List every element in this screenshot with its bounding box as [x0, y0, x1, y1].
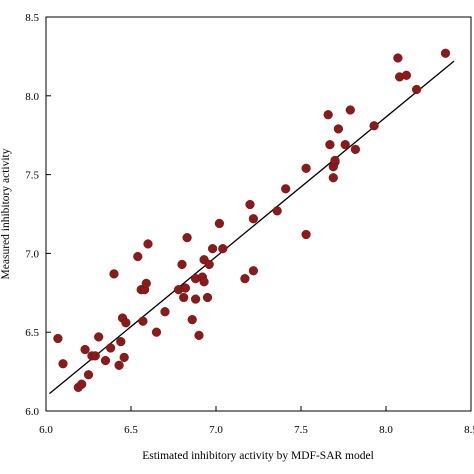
x-tick-label: 8.0 [379, 424, 393, 436]
data-point [143, 239, 153, 249]
data-point [214, 218, 225, 229]
data-point [133, 251, 143, 262]
data-point [301, 229, 311, 240]
data-point [272, 206, 282, 216]
data-point [323, 110, 333, 120]
data-point [100, 355, 111, 366]
data-point [109, 269, 119, 279]
data-point [401, 70, 412, 80]
x-axis-ticks [45, 406, 472, 411]
data-point [240, 274, 250, 284]
data-point [369, 121, 379, 131]
y-tick-label: 8.0 [25, 91, 39, 103]
data-point [328, 173, 338, 183]
x-tick-label: 8.5 [464, 424, 474, 436]
data-point [53, 333, 63, 344]
y-tick-label: 6.0 [25, 406, 39, 418]
x-tick-label: 7.0 [209, 424, 223, 436]
x-tick-label: 6.0 [39, 424, 53, 436]
data-point [350, 144, 361, 154]
data-point [177, 259, 187, 270]
data-point [119, 352, 129, 363]
data-points [53, 48, 451, 392]
data-point [83, 370, 94, 380]
data-point [301, 163, 311, 173]
data-point [393, 53, 403, 63]
data-point [340, 140, 350, 150]
data-point [325, 140, 335, 150]
data-point [202, 292, 213, 303]
data-point [245, 199, 255, 210]
data-point [94, 332, 104, 342]
data-point [333, 124, 344, 134]
data-point [208, 244, 218, 254]
data-point [58, 359, 68, 369]
y-axis-tick-labels: 6.0 6.5 7.0 7.5 8.0 8.5 [25, 12, 39, 418]
data-point [77, 379, 87, 389]
regression-line [48, 60, 455, 395]
y-tick-label: 7.0 [25, 248, 39, 260]
data-point [218, 244, 228, 254]
data-point [80, 344, 90, 355]
y-tick-label: 6.5 [25, 327, 39, 339]
y-tick-label: 7.5 [25, 170, 39, 182]
data-point [179, 292, 189, 303]
data-point [345, 105, 355, 115]
data-point [114, 360, 124, 370]
data-point [182, 233, 192, 243]
data-point [151, 327, 162, 337]
data-point [90, 351, 100, 361]
data-point [204, 259, 214, 270]
data-point [248, 266, 259, 276]
data-point [330, 155, 340, 166]
data-point [121, 318, 131, 328]
data-point [199, 277, 209, 287]
y-tick-label: 8.5 [25, 12, 39, 24]
data-point [281, 184, 291, 194]
y-axis-ticks [46, 16, 51, 412]
data-point [160, 307, 170, 317]
data-point [412, 84, 422, 95]
x-tick-label: 7.5 [294, 424, 308, 436]
data-point [191, 294, 201, 304]
y-axis-title: Measured inhibitory activity [0, 148, 12, 279]
data-point [141, 278, 151, 288]
x-tick-label: 6.5 [124, 424, 138, 436]
data-point [138, 316, 148, 326]
x-axis-title: Estimated inhibitory activity by MDF-SAR… [142, 450, 374, 462]
data-point [194, 330, 204, 340]
data-point [248, 214, 259, 224]
data-point [180, 283, 191, 293]
data-point [440, 48, 451, 58]
plot-area-frame [45, 16, 472, 412]
data-point [105, 343, 116, 353]
data-point [116, 337, 126, 347]
data-point [187, 314, 197, 325]
x-axis-tick-labels: 6.0 6.5 7.0 7.5 8.0 8.5 [39, 424, 474, 436]
